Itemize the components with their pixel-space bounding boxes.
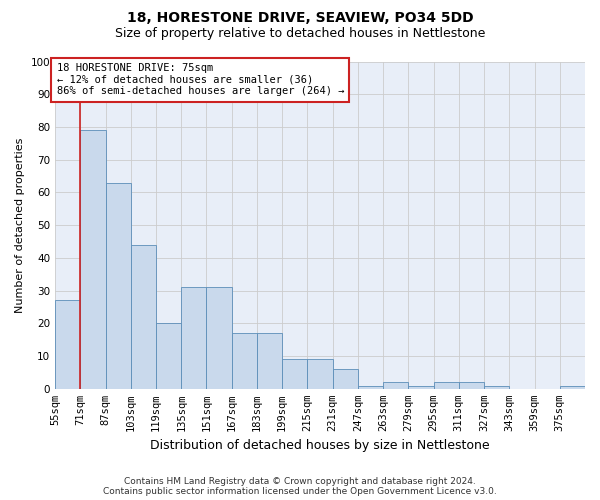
Bar xyxy=(156,324,181,389)
Bar xyxy=(131,245,156,389)
Bar xyxy=(409,386,434,389)
Bar xyxy=(484,386,509,389)
Bar xyxy=(232,333,257,389)
X-axis label: Distribution of detached houses by size in Nettlestone: Distribution of detached houses by size … xyxy=(150,440,490,452)
Bar xyxy=(80,130,106,389)
Text: 18, HORESTONE DRIVE, SEAVIEW, PO34 5DD: 18, HORESTONE DRIVE, SEAVIEW, PO34 5DD xyxy=(127,11,473,25)
Bar xyxy=(434,382,459,389)
Bar xyxy=(307,360,332,389)
Bar xyxy=(332,369,358,389)
Text: 18 HORESTONE DRIVE: 75sqm
← 12% of detached houses are smaller (36)
86% of semi-: 18 HORESTONE DRIVE: 75sqm ← 12% of detac… xyxy=(56,63,344,96)
Bar xyxy=(383,382,409,389)
Y-axis label: Number of detached properties: Number of detached properties xyxy=(15,138,25,313)
Bar xyxy=(560,386,585,389)
Bar xyxy=(358,386,383,389)
Bar xyxy=(282,360,307,389)
Bar xyxy=(459,382,484,389)
Text: Size of property relative to detached houses in Nettlestone: Size of property relative to detached ho… xyxy=(115,27,485,40)
Bar xyxy=(106,182,131,389)
Text: Contains HM Land Registry data © Crown copyright and database right 2024.
Contai: Contains HM Land Registry data © Crown c… xyxy=(103,476,497,496)
Bar xyxy=(55,300,80,389)
Bar xyxy=(206,288,232,389)
Bar xyxy=(181,288,206,389)
Bar xyxy=(257,333,282,389)
